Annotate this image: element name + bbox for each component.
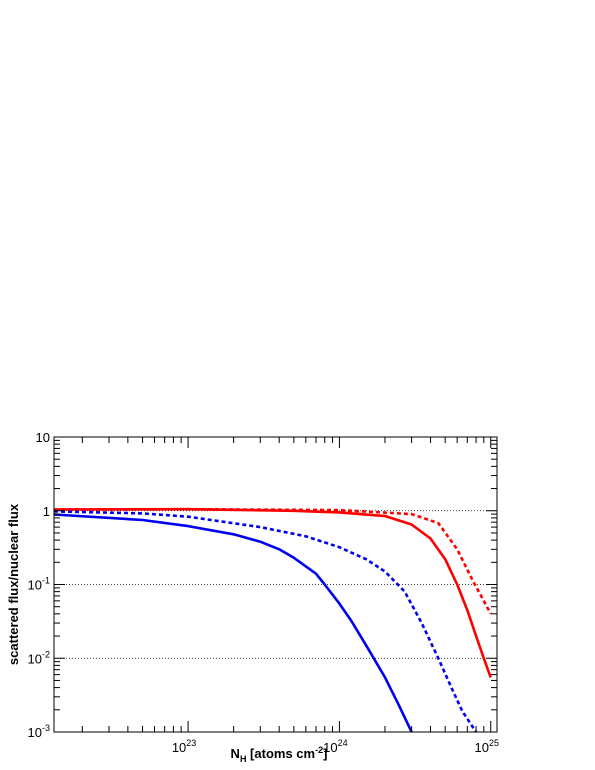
series-line-3 (54, 510, 478, 732)
y-axis-title: scattered flux/nuclear flux (6, 503, 21, 665)
series-line-1 (54, 507, 492, 615)
x-tick-label: 1023 (172, 738, 196, 755)
y-tick-base: 10 (28, 578, 42, 593)
y-tick-base: 10 (28, 725, 42, 740)
x-tick-label: 1025 (474, 738, 498, 755)
x-axis-title: NH [atoms cm-2] (231, 745, 328, 764)
y-tick-base: 1 (43, 504, 50, 519)
y-tick-exp: -2 (42, 649, 50, 659)
y-tick-base: 10 (28, 651, 42, 666)
x-tick-label: 1024 (323, 738, 347, 755)
x-tick-base: 10 (172, 740, 186, 755)
x-tick-exp: 25 (489, 738, 499, 748)
x-tick-base: 10 (474, 740, 488, 755)
x-axis-title-text: [atoms cm (246, 746, 315, 761)
series-line-2 (54, 507, 492, 678)
x-axis-title-sup: -2 (315, 745, 323, 755)
series-line-4 (54, 513, 413, 732)
x-axis: 1023 1024 1025 (81, 437, 499, 755)
x-tick-exp: 24 (338, 738, 348, 748)
series-layer (54, 507, 492, 732)
y-tick-exp: -3 (42, 723, 50, 733)
y-tick-base: 10 (36, 430, 50, 445)
x-tick-exp: 23 (186, 738, 196, 748)
grid-lines (54, 510, 497, 659)
x-axis-title-sub: H (240, 754, 247, 764)
y-tick-label: 10-1 (28, 576, 50, 593)
y-tick-label: 10-3 (28, 723, 50, 740)
y-tick-exp: -1 (42, 576, 50, 586)
y-tick-label: 10-2 (28, 649, 50, 666)
y-tick-label: 10 (36, 430, 50, 445)
y-tick-label: 1 (43, 504, 50, 519)
x-tick-base: 10 (323, 740, 337, 755)
x-axis-title-base: N (231, 746, 240, 761)
x-axis-title-end: ] (323, 746, 327, 761)
